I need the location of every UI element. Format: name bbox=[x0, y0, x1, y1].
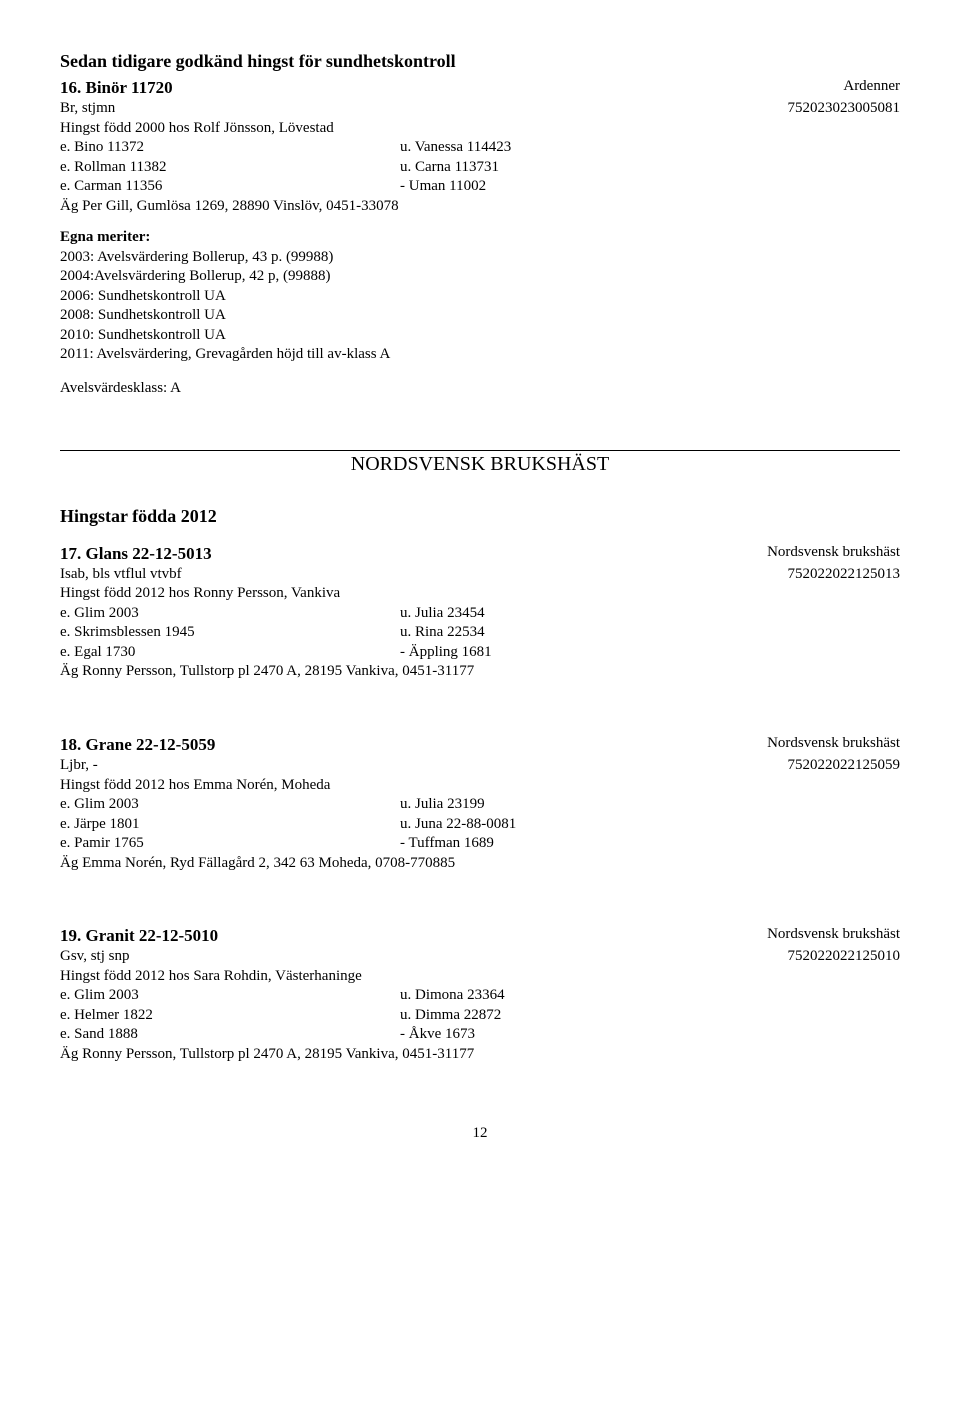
pedigree-sire: e. Glim 2003 bbox=[60, 795, 400, 815]
pedigree-row: e. Bino 11372 u. Vanessa 114423 bbox=[60, 138, 900, 158]
entry-born: Hingst född 2000 hos Rolf Jönsson, Löves… bbox=[60, 119, 900, 139]
pedigree-sire: e. Skrimsblessen 1945 bbox=[60, 623, 400, 643]
entry-owner: Äg Emma Norén, Ryd Fällagård 2, 342 63 M… bbox=[60, 854, 900, 874]
horse-entry: 16. Binör 11720 Ardenner Br, stjmn 75202… bbox=[60, 77, 900, 398]
merit-line: 2006: Sundhetskontroll UA bbox=[60, 287, 900, 307]
merit-line: 2008: Sundhetskontroll UA bbox=[60, 306, 900, 326]
pedigree-row: e. Sand 1888 - Åkve 1673 bbox=[60, 1025, 900, 1045]
pedigree-dam: - Tuffman 1689 bbox=[400, 834, 900, 854]
entry-breed: Nordsvensk brukshäst bbox=[690, 925, 900, 947]
entry-title: 18. Grane 22-12-5059 bbox=[60, 734, 690, 756]
pedigree-sire: e. Sand 1888 bbox=[60, 1025, 400, 1045]
pedigree-row: e. Rollman 11382 u. Carna 113731 bbox=[60, 158, 900, 178]
breed-section-heading: NORDSVENSK BRUKSHÄST bbox=[60, 451, 900, 477]
pedigree-sire: e. Glim 2003 bbox=[60, 604, 400, 624]
pedigree-dam: u. Carna 113731 bbox=[400, 158, 900, 178]
merit-line: 2004:Avelsvärdering Bollerup, 42 p, (998… bbox=[60, 267, 900, 287]
pedigree-row: e. Pamir 1765 - Tuffman 1689 bbox=[60, 834, 900, 854]
merit-line: 2003: Avelsvärdering Bollerup, 43 p. (99… bbox=[60, 248, 900, 268]
page-number: 12 bbox=[60, 1124, 900, 1144]
merits-heading: Egna meriter: bbox=[60, 228, 900, 248]
pedigree-sire: e. Carman 11356 bbox=[60, 177, 400, 197]
pedigree-dam: - Uman 11002 bbox=[400, 177, 900, 197]
merit-line: 2011: Avelsvärdering, Grevagården höjd t… bbox=[60, 345, 900, 365]
entry-breed: Nordsvensk brukshäst bbox=[690, 734, 900, 756]
prev-approval-heading: Sedan tidigare godkänd hingst för sundhe… bbox=[60, 50, 900, 73]
pedigree-sire: e. Rollman 11382 bbox=[60, 158, 400, 178]
pedigree-dam: u. Julia 23454 bbox=[400, 604, 900, 624]
pedigree-sire: e. Egal 1730 bbox=[60, 643, 400, 663]
pedigree-row: e. Glim 2003 u. Dimona 23364 bbox=[60, 986, 900, 1006]
pedigree-dam: - Åkve 1673 bbox=[400, 1025, 900, 1045]
entry-color: Ljbr, - bbox=[60, 756, 690, 776]
pedigree-sire: e. Glim 2003 bbox=[60, 986, 400, 1006]
entry-owner: Äg Per Gill, Gumlösa 1269, 28890 Vinslöv… bbox=[60, 197, 900, 217]
pedigree-dam: u. Rina 22534 bbox=[400, 623, 900, 643]
pedigree-dam: u. Dimma 22872 bbox=[400, 1006, 900, 1026]
pedigree-dam: u. Julia 23199 bbox=[400, 795, 900, 815]
pedigree-row: e. Carman 11356 - Uman 11002 bbox=[60, 177, 900, 197]
entry-owner: Äg Ronny Persson, Tullstorp pl 2470 A, 2… bbox=[60, 662, 900, 682]
pedigree-dam: - Äppling 1681 bbox=[400, 643, 900, 663]
entry-breed: Ardenner bbox=[690, 77, 900, 99]
year-heading: Hingstar födda 2012 bbox=[60, 505, 900, 528]
pedigree-row: e. Järpe 1801 u. Juna 22-88-0081 bbox=[60, 815, 900, 835]
entry-reg: 752023023005081 bbox=[690, 99, 900, 119]
entry-title: 17. Glans 22-12-5013 bbox=[60, 543, 690, 565]
merits-block: Egna meriter: 2003: Avelsvärdering Bolle… bbox=[60, 228, 900, 365]
pedigree-sire: e. Helmer 1822 bbox=[60, 1006, 400, 1026]
entry-color: Isab, bls vtflul vtvbf bbox=[60, 565, 690, 585]
pedigree-row: e. Glim 2003 u. Julia 23199 bbox=[60, 795, 900, 815]
entry-born: Hingst född 2012 hos Ronny Persson, Vank… bbox=[60, 584, 900, 604]
horse-entry: 19. Granit 22-12-5010 Nordsvensk brukshä… bbox=[60, 925, 900, 1064]
pedigree-dam: u. Vanessa 114423 bbox=[400, 138, 900, 158]
entry-born: Hingst född 2012 hos Sara Rohdin, Väster… bbox=[60, 967, 900, 987]
entry-reg: 752022022125010 bbox=[690, 947, 900, 967]
pedigree-sire: e. Järpe 1801 bbox=[60, 815, 400, 835]
horse-entry: 17. Glans 22-12-5013 Nordsvensk brukshäs… bbox=[60, 543, 900, 682]
pedigree-sire: e. Pamir 1765 bbox=[60, 834, 400, 854]
entry-title: 16. Binör 11720 bbox=[60, 77, 690, 99]
entry-owner: Äg Ronny Persson, Tullstorp pl 2470 A, 2… bbox=[60, 1045, 900, 1065]
pedigree-dam: u. Juna 22-88-0081 bbox=[400, 815, 900, 835]
pedigree-row: e. Helmer 1822 u. Dimma 22872 bbox=[60, 1006, 900, 1026]
avelsvardesklass: Avelsvärdesklass: A bbox=[60, 379, 900, 399]
entry-breed: Nordsvensk brukshäst bbox=[690, 543, 900, 565]
entry-reg: 752022022125059 bbox=[690, 756, 900, 776]
pedigree-sire: e. Bino 11372 bbox=[60, 138, 400, 158]
entry-reg: 752022022125013 bbox=[690, 565, 900, 585]
pedigree-row: e. Glim 2003 u. Julia 23454 bbox=[60, 604, 900, 624]
entry-born: Hingst född 2012 hos Emma Norén, Moheda bbox=[60, 776, 900, 796]
entry-color: Br, stjmn bbox=[60, 99, 690, 119]
merit-line: 2010: Sundhetskontroll UA bbox=[60, 326, 900, 346]
pedigree-dam: u. Dimona 23364 bbox=[400, 986, 900, 1006]
entry-color: Gsv, stj snp bbox=[60, 947, 690, 967]
pedigree-row: e. Egal 1730 - Äppling 1681 bbox=[60, 643, 900, 663]
pedigree-row: e. Skrimsblessen 1945 u. Rina 22534 bbox=[60, 623, 900, 643]
horse-entry: 18. Grane 22-12-5059 Nordsvensk brukshäs… bbox=[60, 734, 900, 873]
entry-title: 19. Granit 22-12-5010 bbox=[60, 925, 690, 947]
